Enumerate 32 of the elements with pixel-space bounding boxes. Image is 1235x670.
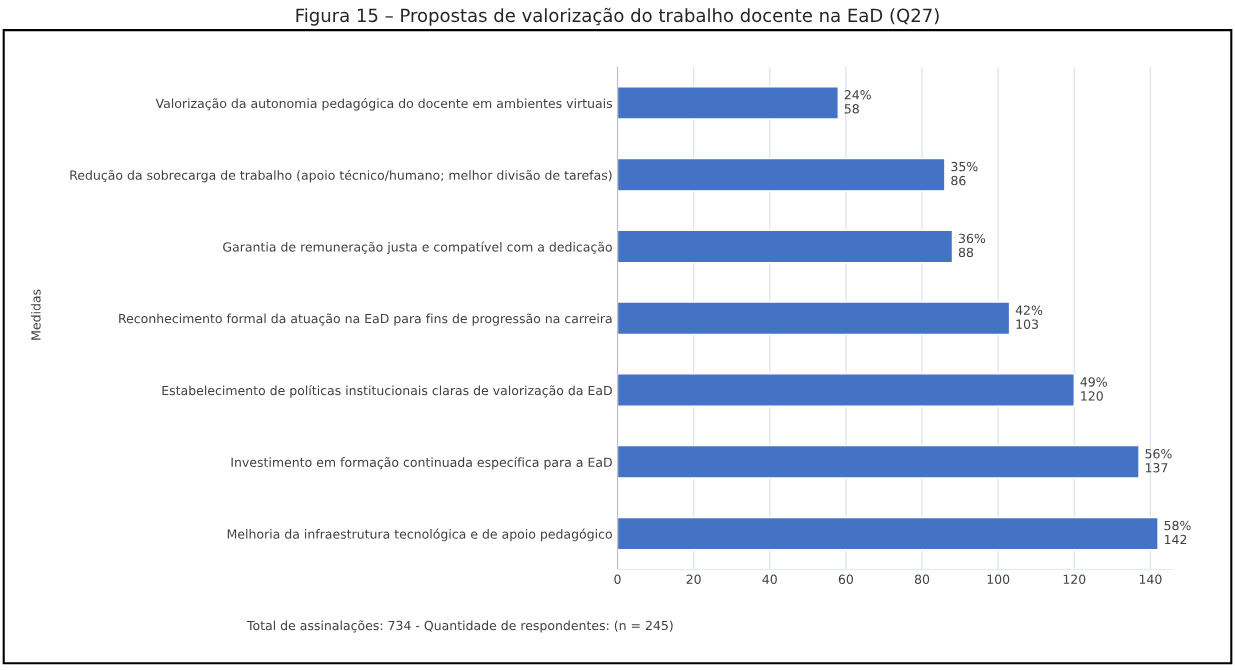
x-tick-label: 0 <box>614 574 621 585</box>
data-label: 56% 137 <box>1145 448 1172 473</box>
x-tick-label: 40 <box>762 574 777 585</box>
bar <box>617 373 1075 407</box>
x-tick-label: 120 <box>1063 574 1086 585</box>
bar <box>617 301 1011 336</box>
y-tick-label: Garantia de remuneração justa e compatível com a dedicação <box>223 241 612 255</box>
y-tick-label: Reconhecimento formal da atuação na EaD para fins de progressão na carreira <box>119 313 612 326</box>
bar <box>617 157 946 192</box>
y-axis-title: Medidas <box>31 289 41 340</box>
text: Total de assinalações: 734 - Quantidade de respondentes: (n = 245) <box>246 620 673 633</box>
x-tick-label: 60 <box>838 574 854 585</box>
x-tick-label: 140 <box>1139 574 1162 585</box>
y-tick-label: Valorização da autonomia pedagógica do docente em ambientes virtuais <box>155 97 613 111</box>
y-tick-label: Estabelecimento de políticas institucionais claras de valorização da EaD <box>162 385 612 398</box>
y-tick-label: Redução da sobrecarga de trabalho (apoio técnico/humano; melhor divisão de tarefas) <box>70 169 612 183</box>
bar <box>617 86 839 120</box>
bar <box>617 516 1159 551</box>
chart-title: Figura 15 – Propostas de valorização do trabalho docente na EaD (Q27) <box>296 7 939 26</box>
data-label: 42% 103 <box>1015 305 1043 329</box>
bar <box>617 444 1140 479</box>
data-label: 58% 142 <box>1164 520 1191 545</box>
data-label: 24% 58 <box>844 90 871 114</box>
x-tick-label: 80 <box>914 574 930 585</box>
data-label: 36% 88 <box>958 233 986 258</box>
bar <box>617 229 954 264</box>
data-label: 35% 86 <box>951 161 978 186</box>
data-label: 49% 120 <box>1080 377 1107 401</box>
y-tick-label: Investimento em formação continuada específica para a EaD <box>231 456 612 470</box>
y-tick-label: Melhoria da infraestrutura tecnológica e de apoio pedagógico <box>227 528 612 542</box>
x-tick-label: 100 <box>987 574 1010 585</box>
x-tick-label: 20 <box>686 574 701 585</box>
